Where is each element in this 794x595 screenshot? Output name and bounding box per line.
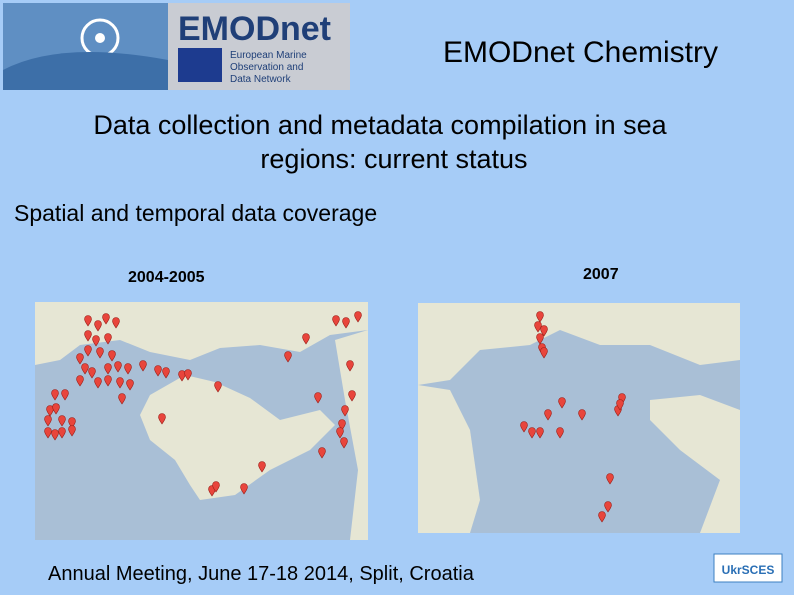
map-pin — [540, 347, 548, 359]
logo-text: UkrSCES — [722, 563, 775, 577]
map-pin — [162, 367, 170, 379]
map-pin — [332, 315, 340, 327]
map-pin — [154, 365, 162, 377]
logo-box — [713, 553, 783, 583]
map-pin — [88, 367, 96, 379]
map-pin — [76, 375, 84, 387]
map-pin — [184, 369, 192, 381]
map-pin — [51, 429, 59, 441]
map-pin — [341, 405, 349, 417]
map-pin — [318, 447, 326, 459]
map-pin — [616, 399, 624, 411]
map — [35, 302, 368, 540]
map-label: 2004-2005 — [128, 269, 205, 286]
logo-title: EMODnet — [178, 10, 331, 48]
map-pin — [139, 360, 147, 372]
map-pin — [158, 413, 166, 425]
eu-flag — [178, 48, 222, 82]
land — [335, 330, 368, 540]
map-pin — [51, 389, 59, 401]
logo-sea — [3, 52, 168, 90]
map-pin — [61, 389, 69, 401]
ukrsces-logo: UkrSCES — [713, 553, 783, 583]
map-pin — [536, 333, 544, 345]
map-pin — [116, 377, 124, 389]
heading: Data collection and metadata compilation… — [93, 110, 667, 140]
map-pin — [338, 419, 346, 431]
map-pin — [46, 405, 54, 417]
map-pin — [240, 483, 248, 495]
slide-title: EMODnet Chemistry — [443, 36, 718, 69]
land — [418, 385, 480, 533]
map-pin — [108, 350, 116, 362]
land — [418, 303, 740, 385]
map-pin — [556, 427, 564, 439]
map-pin — [528, 427, 536, 439]
map — [418, 303, 740, 533]
logo-line: Data Network — [230, 74, 292, 85]
map-pin — [544, 409, 552, 421]
map-pin — [94, 377, 102, 389]
map-pin — [604, 501, 612, 513]
logo-line: Observation and — [230, 62, 303, 73]
map-pin — [104, 333, 112, 345]
map-pin — [84, 330, 92, 342]
map-pin — [68, 425, 76, 437]
footer-text: Annual Meeting, June 17-18 2014, Split, … — [48, 563, 475, 585]
map-pin — [606, 473, 614, 485]
map-pin — [96, 347, 104, 359]
map-pin — [44, 427, 52, 439]
map-pin — [58, 427, 66, 439]
map-pin — [340, 437, 348, 449]
map-pin — [578, 409, 586, 421]
map-pin — [76, 353, 84, 365]
map-pin — [348, 390, 356, 402]
map-pin — [58, 415, 66, 427]
land — [35, 302, 368, 365]
map-pin — [354, 311, 362, 323]
map-pin — [178, 370, 186, 382]
map-pin — [102, 313, 110, 325]
map-pin — [598, 511, 606, 523]
map-pin — [258, 461, 266, 473]
map-pin — [520, 421, 528, 433]
map-pin — [126, 379, 134, 391]
map-pin — [346, 360, 354, 372]
subheading: Spatial and temporal data coverage — [14, 200, 377, 226]
emodnet-logo: EMODnet European Marine Observation and … — [3, 3, 350, 90]
map-pin — [342, 317, 350, 329]
map-pin — [124, 363, 132, 375]
map-pin — [104, 375, 112, 387]
map-pin — [536, 311, 544, 323]
map-pin — [84, 315, 92, 327]
map-pin — [52, 403, 60, 415]
map-pin — [114, 361, 122, 373]
logo-dot — [95, 33, 105, 43]
map-pin — [302, 333, 310, 345]
map-pin — [212, 481, 220, 493]
map-pin — [84, 345, 92, 357]
map-pin — [94, 320, 102, 332]
map-pin — [314, 392, 322, 404]
map-pin — [284, 351, 292, 363]
map-pin — [536, 427, 544, 439]
map-pin — [118, 393, 126, 405]
map-pin — [540, 325, 548, 337]
map-pin — [558, 397, 566, 409]
map-pin — [336, 427, 344, 439]
map-pin — [92, 335, 100, 347]
map-pin — [112, 317, 120, 329]
map-pin — [214, 381, 222, 393]
map-pin — [104, 363, 112, 375]
heading: regions: current status — [260, 144, 527, 174]
map-pin — [68, 417, 76, 429]
map-pin — [81, 363, 89, 375]
land — [650, 395, 740, 533]
map-pin — [44, 415, 52, 427]
logo-line: European Marine — [230, 50, 307, 61]
land — [140, 375, 335, 500]
map-label: 2007 — [583, 266, 619, 283]
